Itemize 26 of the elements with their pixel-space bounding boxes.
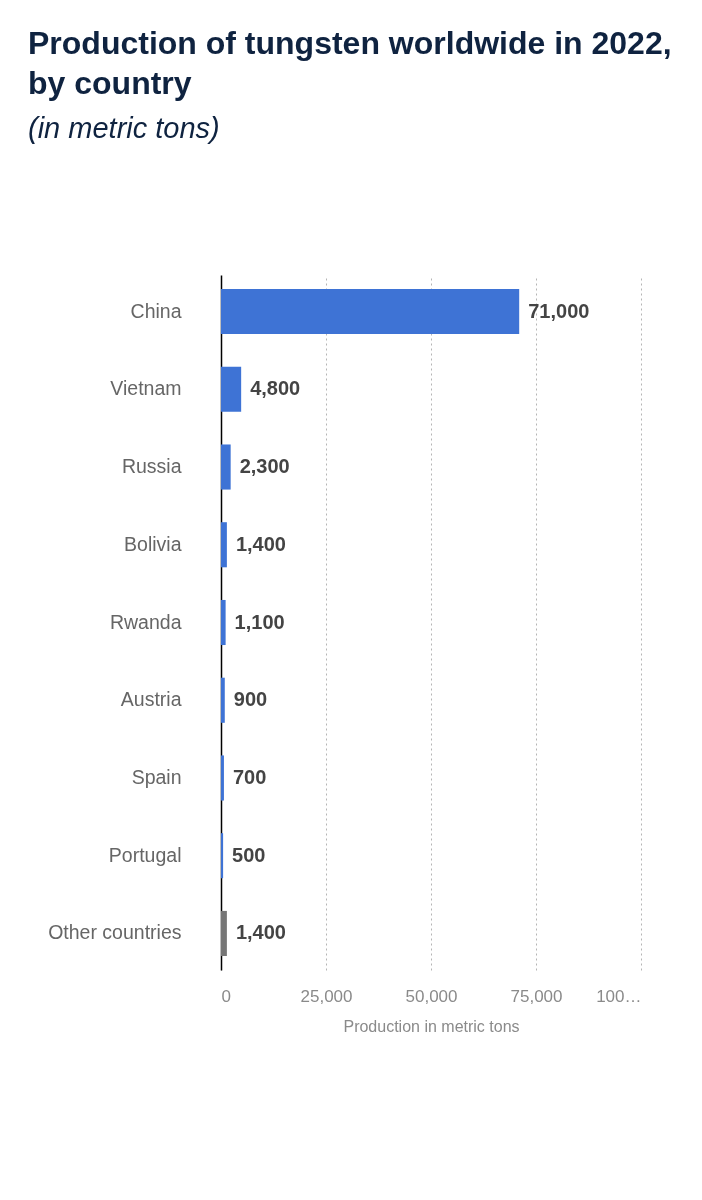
x-axis-title: Production in metric tons [343,1017,520,1035]
y-tick-label: Austria [120,688,182,711]
data-label: 71,000 [528,299,590,322]
data-label: 700 [232,765,267,788]
data-label: 4,800 [250,377,301,400]
y-tick-label: Other countries [48,921,182,944]
data-label: 1,400 [235,921,286,944]
chart-subtitle: (in metric tons) [28,112,220,144]
data-label: 1,100 [234,610,285,633]
data-label: 900 [233,688,268,711]
x-tick-label: 25,000 [300,986,353,1006]
y-tick-label: Vietnam [110,377,182,400]
y-tick-label: China [130,299,182,322]
y-tick-label: Spain [131,765,182,788]
x-tick-label: 0 [221,986,231,1006]
data-label: 2,300 [239,455,290,478]
x-tick-label: 100… [596,986,642,1006]
y-tick-label: Russia [121,455,182,478]
y-tick-label: Rwanda [109,610,182,633]
data-label: 1,400 [235,532,286,555]
y-tick-label: Bolivia [124,532,182,555]
y-tick-label: Portugal [108,843,182,866]
x-tick-label: 50,000 [405,986,458,1006]
data-label: 500 [232,843,266,866]
x-tick-label: 75,000 [510,986,563,1006]
chart-title: Production of tungsten worldwide in 2022, by country [28,25,672,101]
